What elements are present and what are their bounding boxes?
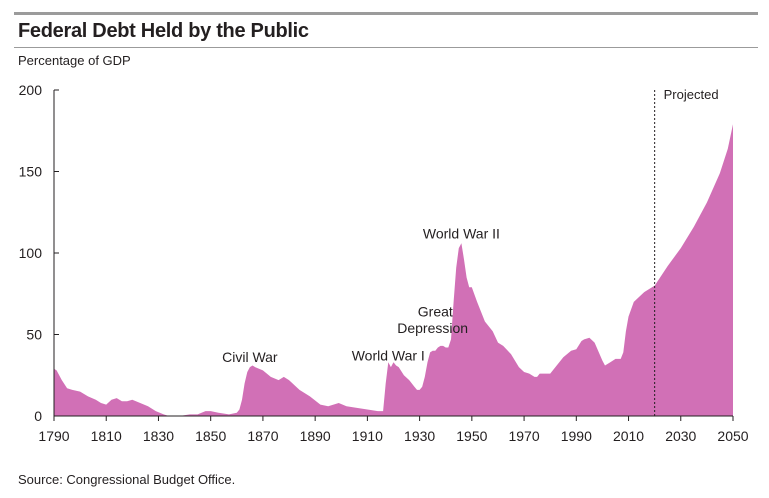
debt-area-series-0 (54, 124, 733, 416)
annotation-civil-war: Civil War (222, 349, 278, 365)
x-tick-label: 1870 (247, 428, 278, 444)
y-tick-label: 50 (26, 327, 42, 343)
annotation-great: Great (418, 304, 453, 320)
axis-layer: 0 50 100 150 200 1790 1810 1830 1850 1870 1890 1910… (19, 82, 749, 444)
title-rule (14, 47, 758, 48)
x-tick-label: 1850 (195, 428, 226, 444)
x-tick-label: 2010 (613, 428, 644, 444)
x-tick-label: 1810 (91, 428, 122, 444)
x-tick-label: 1930 (404, 428, 435, 444)
y-tick-label: 150 (19, 164, 43, 180)
x-tick-label: 1910 (352, 428, 383, 444)
annotation-world-war-i: World War I (352, 348, 425, 364)
x-tick-label: 1790 (38, 428, 69, 444)
annotation-world-war-ii: World War II (423, 225, 500, 241)
x-tick-label: 2030 (665, 428, 696, 444)
y-axis-label: Percentage of GDP (18, 53, 131, 68)
x-tick-label: 2050 (717, 428, 748, 444)
x-tick-label: 1990 (561, 428, 592, 444)
chart-title: Federal Debt Held by the Public (18, 20, 309, 42)
projection-label: Projected (664, 87, 719, 102)
area-layer (54, 124, 733, 416)
annotation-depression: Depression (397, 320, 468, 336)
top-rule (14, 12, 758, 15)
y-tick-label: 100 (19, 245, 43, 261)
x-tick-label: 1950 (456, 428, 487, 444)
x-tick-label: 1890 (300, 428, 331, 444)
x-tick-label: 1830 (143, 428, 174, 444)
label-layer: Projected Civil War World War I GreatDepres… (222, 87, 718, 365)
source-note: Source: Congressional Budget Office. (18, 472, 236, 487)
y-tick-label: 0 (34, 408, 42, 424)
y-tick-label: 200 (19, 82, 43, 98)
x-tick-label: 1970 (508, 428, 539, 444)
